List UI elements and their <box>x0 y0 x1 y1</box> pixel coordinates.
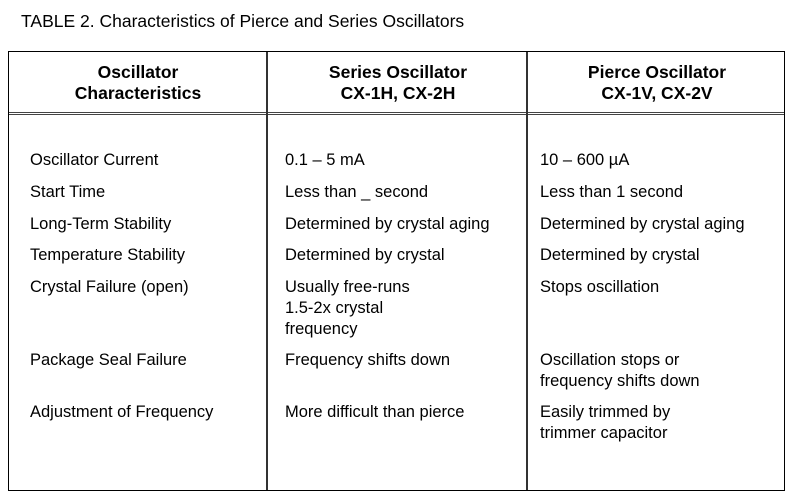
column-divider <box>526 52 528 490</box>
header-characteristics: Oscillator Characteristics <box>74 62 202 103</box>
row-label: Start Time <box>30 183 106 201</box>
series-value: Determined by crystal <box>285 246 445 264</box>
row-label: Crystal Failure (open) <box>30 278 189 296</box>
series-value: 0.1 – 5 mA <box>285 151 365 169</box>
header-series: Series Oscillator CX-1H, CX-2H <box>328 62 468 103</box>
pierce-value: Stops oscillation <box>540 278 660 296</box>
series-value: Less than _ second <box>285 183 429 201</box>
table-title: TABLE 2. Characteristics of Pierce and S… <box>21 11 465 31</box>
row-label: Temperature Stability <box>30 246 185 264</box>
series-value: More difficult than pierce <box>285 403 465 421</box>
table-header: Oscillator Characteristics Series Oscill… <box>9 52 784 115</box>
pierce-value: Determined by crystal <box>540 246 700 264</box>
pierce-value: 10 – 600 µA <box>540 151 630 169</box>
header-pierce: Pierce Oscillator CX-1V, CX-2V <box>587 62 727 103</box>
pierce-value: Less than 1 second <box>540 183 684 201</box>
series-value: Determined by crystal aging <box>285 215 490 233</box>
row-label: Package Seal Failure <box>30 351 187 369</box>
row-label: Adjustment of Frequency <box>30 403 214 421</box>
pierce-value: Easily trimmed by trimmer capacitor <box>540 403 671 442</box>
series-value: Usually free-runs 1.5-2x crystal frequen… <box>285 278 410 338</box>
column-divider <box>266 52 268 490</box>
row-label: Long-Term Stability <box>30 215 172 233</box>
characteristics-table: Oscillator Characteristics Series Oscill… <box>8 51 785 491</box>
row-label: Oscillator Current <box>30 151 159 169</box>
pierce-value: Determined by crystal aging <box>540 215 745 233</box>
pierce-value: Oscillation stops or frequency shifts do… <box>540 351 700 390</box>
series-value: Frequency shifts down <box>285 351 451 369</box>
